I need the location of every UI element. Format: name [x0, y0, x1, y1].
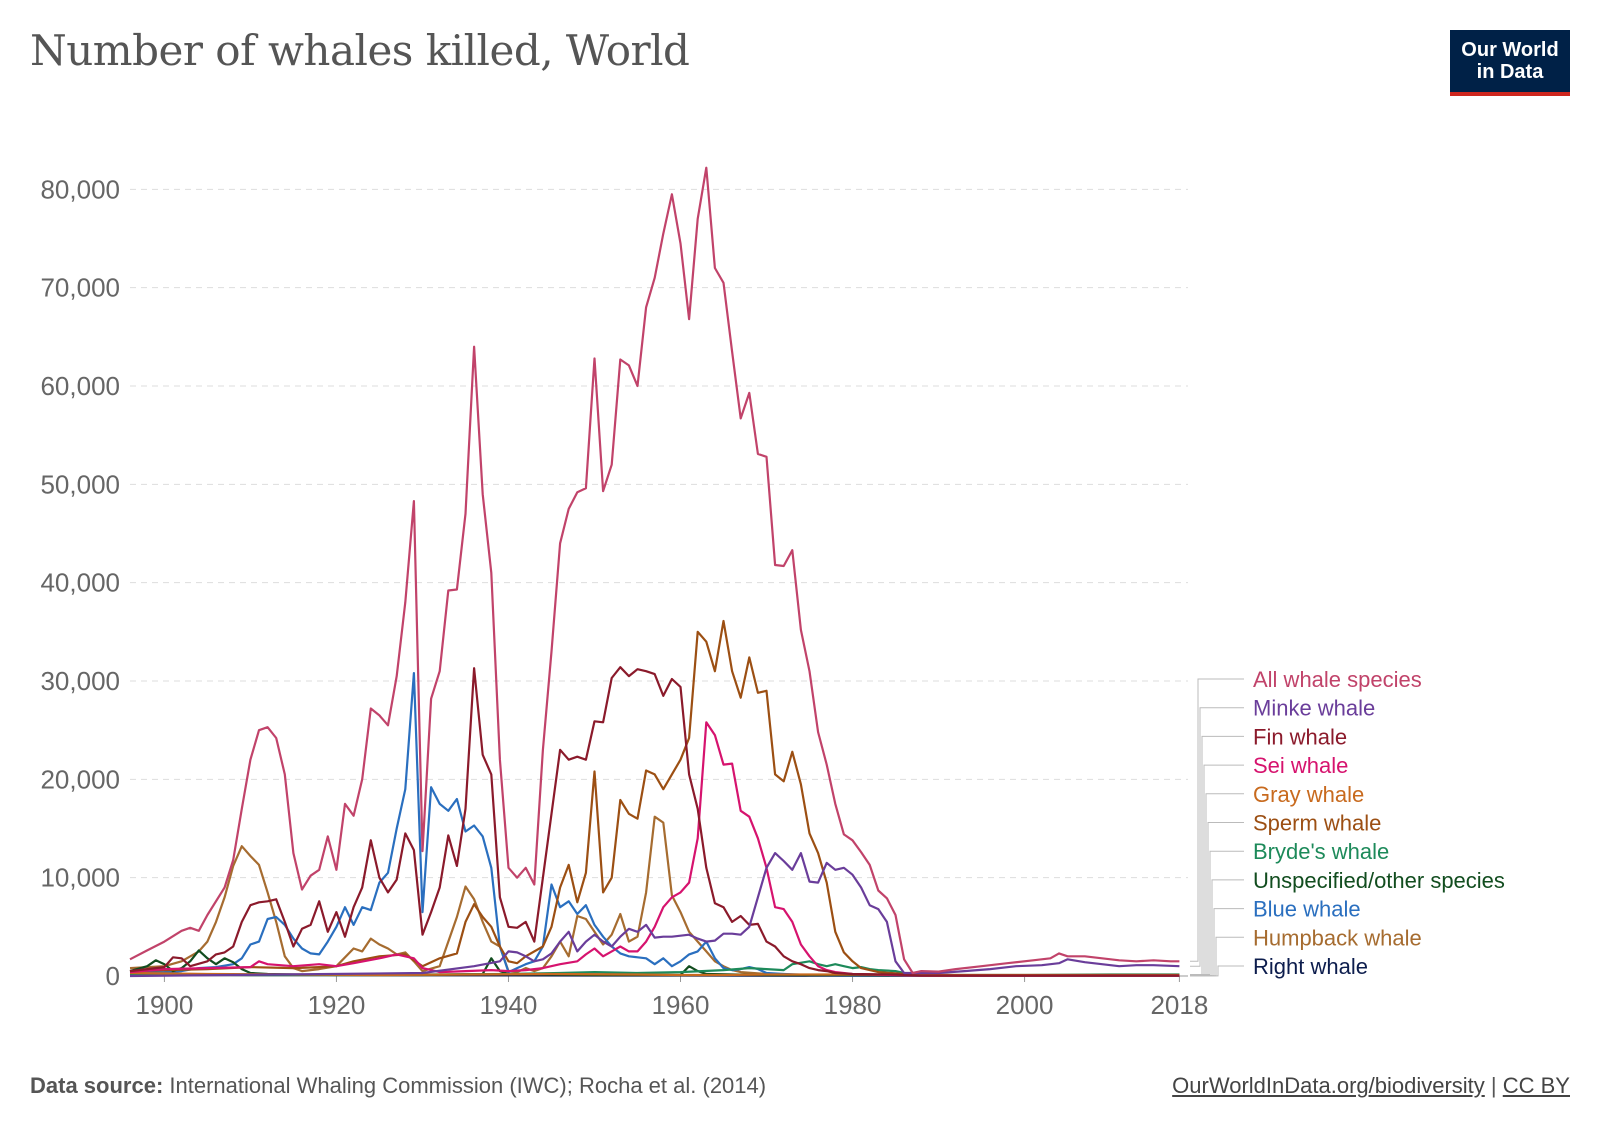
x-tick-label: 1900 [135, 990, 193, 1020]
legend-label[interactable]: Minke whale [1253, 696, 1375, 721]
y-tick-label: 50,000 [40, 469, 120, 499]
legend-label[interactable]: Sperm whale [1253, 811, 1381, 836]
y-tick-label: 40,000 [40, 568, 120, 598]
source-link[interactable]: OurWorldInData.org/biodiversity [1172, 1073, 1485, 1098]
x-tick-label: 2000 [996, 990, 1054, 1020]
legend-connector [1190, 965, 1244, 977]
legend-connector [1190, 850, 1244, 975]
legend-label[interactable]: All whale species [1253, 667, 1422, 692]
x-tick-label: 1940 [480, 990, 538, 1020]
owid-logo[interactable]: Our World in Data [1450, 30, 1570, 96]
y-tick-label: 30,000 [40, 666, 120, 696]
y-tick-label: 20,000 [40, 764, 120, 794]
legend-label[interactable]: Humpback whale [1253, 925, 1422, 950]
y-tick-label: 70,000 [40, 273, 120, 303]
legend-label[interactable]: Unspecified/other species [1253, 868, 1505, 893]
legend-label[interactable]: Gray whale [1253, 782, 1364, 807]
series-lines [129, 166, 1180, 978]
series-line[interactable] [129, 619, 1180, 977]
series-line[interactable] [129, 666, 1180, 977]
legend-connector [1190, 707, 1244, 967]
series-line[interactable] [129, 672, 1180, 977]
footer-links: OurWorldInData.org/biodiversity | CC BY [1172, 1073, 1570, 1099]
data-source-text: International Whaling Commission (IWC); … [169, 1073, 767, 1098]
legend-label[interactable]: Sei whale [1253, 753, 1348, 778]
series-line[interactable] [129, 721, 1180, 977]
chart-title: Number of whales killed, World [30, 26, 690, 75]
legend-label[interactable]: Blue whale [1253, 897, 1361, 922]
line-chart: 0 10,000 20,000 30,000 40,000 50,000 60,000 70,… [40, 166, 1505, 1020]
license-link[interactable]: CC BY [1502, 1073, 1570, 1098]
series-line[interactable] [129, 815, 1180, 977]
y-tick-label: 60,000 [40, 371, 120, 401]
legend: All whale species Minke whale Fin whale Sei… [1190, 667, 1505, 979]
legend-connector [1190, 678, 1244, 962]
y-tick-label: 0 [106, 961, 120, 991]
logo-line-1: Our World [1461, 39, 1559, 61]
footer-separator: | [1490, 1073, 1497, 1098]
data-source-label: Data source: [30, 1073, 164, 1098]
legend-label[interactable]: Fin whale [1253, 724, 1347, 749]
x-tick-label: 1920 [308, 990, 366, 1020]
x-tick-label: 1960 [652, 990, 710, 1020]
series-line[interactable] [129, 852, 1180, 978]
axes: 0 10,000 20,000 30,000 40,000 50,000 60,000 70,… [40, 174, 1208, 1020]
logo-line-2: in Data [1476, 61, 1544, 83]
legend-label[interactable]: Bryde's whale [1253, 839, 1389, 864]
data-source: Data source: International Whaling Commi… [30, 1073, 766, 1099]
legend-label[interactable]: Right whale [1253, 954, 1368, 979]
y-tick-label: 10,000 [40, 863, 120, 893]
series-line[interactable] [129, 166, 1180, 975]
y-tick-label: 80,000 [40, 174, 120, 204]
grid-lines [130, 188, 1188, 879]
x-tick-label: 2018 [1150, 990, 1208, 1020]
x-tick-label: 1980 [824, 990, 882, 1020]
